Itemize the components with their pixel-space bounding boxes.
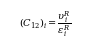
Text: $(C_{12})_i = \dfrac{\upsilon^{R}_{\,i}}{\varepsilon^{R}_{\,i}}$: $(C_{12})_i = \dfrac{\upsilon^{R}_{\,i}}… — [19, 9, 72, 39]
